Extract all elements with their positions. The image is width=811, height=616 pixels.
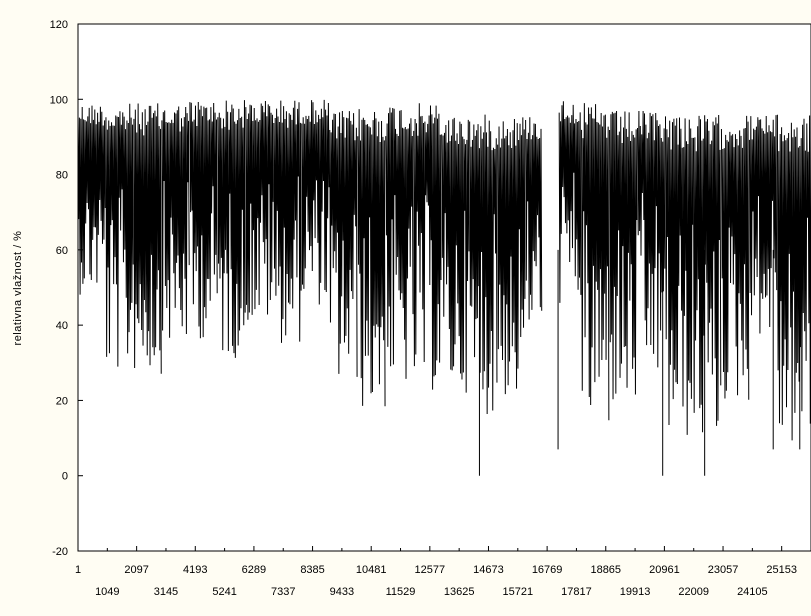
- x-tick-label: 9433: [330, 586, 354, 598]
- y-tick-label: 60: [56, 245, 68, 257]
- series-line-segment: [776, 114, 811, 441]
- x-tick-label: 4193: [183, 564, 207, 576]
- x-tick-label: 3145: [154, 586, 178, 598]
- x-tick-label: 15721: [503, 586, 534, 598]
- x-tick-label: 14673: [473, 564, 504, 576]
- y-tick-label: 80: [56, 170, 68, 182]
- series-line-segment: [385, 107, 414, 379]
- series-line-segment: [720, 115, 750, 400]
- x-tick-label: 13625: [444, 586, 475, 598]
- series-line-segment: [189, 102, 218, 339]
- series-line-segment: [77, 105, 106, 295]
- x-tick-label: 20961: [649, 564, 680, 576]
- x-tick-label: 6289: [242, 564, 266, 576]
- y-tick-label: 120: [50, 19, 68, 31]
- series-line-segment: [441, 117, 470, 393]
- series-line-segment: [273, 100, 302, 343]
- x-tick-label: 7337: [271, 586, 295, 598]
- y-tick-label: 20: [56, 395, 68, 407]
- x-tick-label: 19913: [620, 586, 651, 598]
- series-line-segment: [525, 117, 543, 320]
- y-tick-label: 40: [56, 320, 68, 332]
- x-tick-label: 18865: [590, 564, 621, 576]
- x-tick-label: 25153: [766, 564, 797, 576]
- series-line-segment: [558, 101, 582, 303]
- x-tick-label: 24105: [737, 586, 768, 598]
- x-tick-label: 11529: [386, 586, 416, 598]
- y-axis-label: relativna vlažnost / %: [12, 231, 24, 346]
- series-line-segment: [329, 111, 358, 377]
- x-tick-label: 17817: [561, 586, 592, 598]
- series-line-segment: [469, 114, 498, 415]
- y-tick-label: 0: [62, 471, 68, 483]
- series-line-segment: [664, 116, 694, 435]
- series-line-segment: [748, 115, 778, 334]
- series-group: [77, 99, 811, 476]
- x-tick-label: 23057: [708, 564, 739, 576]
- series-line-segment: [413, 103, 442, 390]
- x-tick-label: 2097: [124, 564, 148, 576]
- x-tick-label: 22009: [678, 586, 709, 598]
- x-tick-label: 1: [75, 564, 81, 576]
- series-line-segment: [161, 106, 190, 338]
- series-line-segment: [637, 110, 666, 368]
- x-tick-label: 1049: [95, 586, 119, 598]
- x-tick-label: 12577: [415, 564, 446, 576]
- series-line-segment: [133, 103, 162, 374]
- series-line-segment: [357, 109, 386, 407]
- x-tick-label: 5241: [212, 586, 236, 598]
- series-line-segment: [692, 114, 722, 433]
- series-line-segment: [217, 100, 246, 358]
- series-line-segment: [497, 117, 526, 395]
- y-tick-label: -20: [52, 546, 68, 558]
- x-axis: 1 2097 4193 6289 8385 10481 12577 14673 16769 188…: [75, 546, 797, 598]
- series-line-segment: [609, 111, 638, 400]
- series-line-segment: [105, 103, 134, 367]
- series-line-segment: [245, 100, 274, 320]
- x-tick-label: 10481: [356, 564, 387, 576]
- y-tick-label: 100: [50, 94, 68, 106]
- series-line-segment: [581, 103, 610, 421]
- x-tick-label: 16769: [532, 564, 563, 576]
- y-axis: -20 0 20 40 60 80 100 120: [50, 19, 83, 558]
- x-tick-label: 8385: [300, 564, 324, 576]
- series-line-segment: [301, 99, 330, 305]
